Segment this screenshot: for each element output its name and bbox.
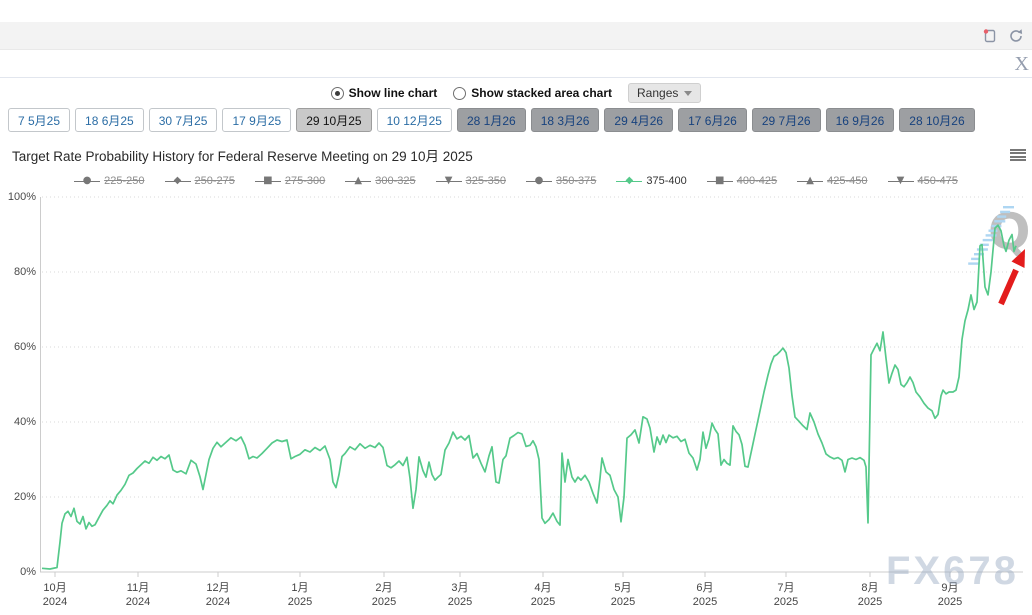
legend-label: 225-250 xyxy=(104,175,145,187)
legend-label: 350-375 xyxy=(556,175,597,187)
red-arrow-shaft xyxy=(998,268,1019,306)
y-axis-label: 40% xyxy=(13,416,36,428)
x-axis-label: 4月 2025 xyxy=(530,582,556,608)
triangle-marker-icon: ▲ xyxy=(797,175,824,187)
meeting-tab-6[interactable]: 28 1月26 xyxy=(456,108,526,132)
diamond-marker-icon: ◆ xyxy=(616,175,643,187)
x-axis-label: 7月 2025 xyxy=(773,582,799,608)
meeting-tab-10[interactable]: 29 7月26 xyxy=(751,108,821,132)
ranges-label: Ranges xyxy=(637,86,679,100)
legend-item-250-275[interactable]: ◆ 250-275 xyxy=(164,175,235,187)
triangle-marker-icon: ▲ xyxy=(345,175,372,187)
radio-selected-icon[interactable] xyxy=(330,86,344,100)
page-capture-icon[interactable] xyxy=(982,28,998,49)
refresh-icon[interactable] xyxy=(1008,28,1024,49)
meeting-tab-8[interactable]: 29 4月26 xyxy=(604,108,674,132)
y-axis-label: 60% xyxy=(13,341,36,353)
chart-title: Target Rate Probability History for Fede… xyxy=(12,149,473,164)
legend-item-375-400[interactable]: ◆ 375-400 xyxy=(616,175,687,187)
x-axis-label: 5月 2025 xyxy=(610,582,636,608)
legend-label: 425-450 xyxy=(827,175,868,187)
fx678-watermark: FX678 xyxy=(886,549,1019,593)
x-axis-label: 12月 2024 xyxy=(205,582,231,608)
y-axis-label: 80% xyxy=(13,266,36,278)
legend-item-225-250[interactable]: ● 225-250 xyxy=(74,175,145,187)
legend-item-450-475[interactable]: ▼ 450-475 xyxy=(887,175,958,187)
radio-unselected-icon[interactable] xyxy=(453,86,467,100)
y-axis-label: 100% xyxy=(7,191,36,203)
x-axis-label: 11月 2024 xyxy=(125,582,151,608)
meeting-tab-12[interactable]: 28 10月26 xyxy=(899,108,975,132)
legend-item-300-325[interactable]: ▲ 300-325 xyxy=(345,175,416,187)
legend-label: 250-275 xyxy=(194,175,235,187)
triangle-down-marker-icon: ▼ xyxy=(887,175,914,187)
y-axis-label: 20% xyxy=(13,491,36,503)
y-axis-label: 0% xyxy=(20,566,36,578)
square-marker-icon: ■ xyxy=(254,175,281,187)
highlight-dashes xyxy=(971,257,981,261)
show-stacked-area-label: Show stacked area chart xyxy=(471,86,613,100)
legend-label: 400-425 xyxy=(736,175,778,187)
top-toolbar xyxy=(0,22,1032,50)
highlight-dashes xyxy=(976,248,988,251)
ranges-dropdown[interactable]: Ranges xyxy=(628,83,702,103)
chart-legend: ● 225-250 ◆ 250-275 ■ 275-300 ▲ 300-325 ▼ 325-350… xyxy=(0,175,1032,187)
sub-toolbar: X xyxy=(0,50,1032,78)
meeting-tab-11[interactable]: 16 9月26 xyxy=(825,108,895,132)
q-logo-overlay: Q xyxy=(988,203,1031,261)
x-axis-label: 10月 2024 xyxy=(42,582,68,608)
meeting-tab-1[interactable]: 18 6月25 xyxy=(75,108,144,132)
legend-item-400-425[interactable]: ■ 400-425 xyxy=(706,175,778,187)
meeting-tab-2[interactable]: 30 7月25 xyxy=(148,108,218,132)
meeting-tab-5[interactable]: 10 12月25 xyxy=(376,108,452,132)
triangle-down-marker-icon: ▼ xyxy=(435,175,462,187)
meeting-tab-4[interactable]: 29 10月25 xyxy=(296,108,372,132)
chevron-down-icon xyxy=(684,90,693,96)
legend-item-350-375[interactable]: ● 350-375 xyxy=(526,175,596,187)
meeting-tab-7[interactable]: 18 3月26 xyxy=(530,108,600,132)
diamond-marker-icon: ◆ xyxy=(164,175,191,187)
legend-label: 325-350 xyxy=(465,175,506,187)
legend-item-425-450[interactable]: ▲ 425-450 xyxy=(797,175,868,187)
circle-marker-icon: ● xyxy=(526,175,552,187)
meeting-tab-0[interactable]: 7 5月25 xyxy=(8,108,71,132)
x-axis-label: 9月 2025 xyxy=(937,582,963,608)
circle-marker-icon: ● xyxy=(74,175,101,187)
x-axis-label: 8月 2025 xyxy=(857,582,883,608)
x-axis-label: 1月 2025 xyxy=(287,582,313,608)
x-axis-label: 2月 2025 xyxy=(371,582,397,608)
show-line-chart-label: Show line chart xyxy=(348,86,438,100)
meeting-tabs: 7 5月25 18 6月25 30 7月25 17 9月25 29 10月25 10 12… xyxy=(8,108,1028,132)
hamburger-menu-icon[interactable] xyxy=(1010,148,1026,162)
legend-item-325-350[interactable]: ▼ 325-350 xyxy=(435,175,506,187)
x-close-glyph[interactable]: X xyxy=(1014,53,1029,75)
series-375-400-line xyxy=(41,224,1017,570)
meeting-tab-9[interactable]: 17 6月26 xyxy=(678,108,747,132)
highlight-dashes xyxy=(968,262,980,265)
legend-label: 300-325 xyxy=(375,175,416,187)
x-axis-label: 3月 2025 xyxy=(447,582,473,608)
legend-label: 450-475 xyxy=(917,175,958,187)
x-axis-label: 6月 2025 xyxy=(692,582,718,608)
legend-label: 275-300 xyxy=(284,175,326,187)
square-marker-icon: ■ xyxy=(706,175,733,187)
highlight-dashes xyxy=(974,253,984,256)
legend-label: 375-400 xyxy=(646,175,687,187)
chart-mode-controls: Show line chart Show stacked area chart … xyxy=(0,83,1032,103)
show-line-chart-radio[interactable]: Show line chart xyxy=(330,86,438,100)
meeting-tab-3[interactable]: 17 9月25 xyxy=(222,108,292,132)
show-stacked-area-radio[interactable]: Show stacked area chart xyxy=(453,86,612,100)
legend-item-275-300[interactable]: ■ 275-300 xyxy=(254,175,326,187)
